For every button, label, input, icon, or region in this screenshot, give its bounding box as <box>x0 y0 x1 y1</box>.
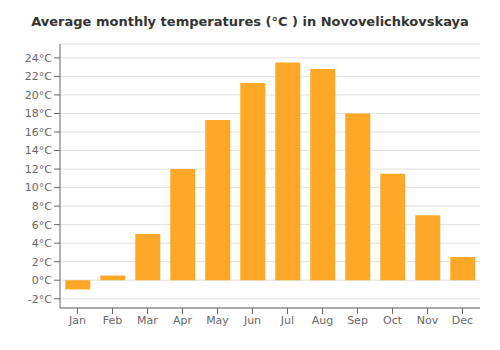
svg-text:Apr: Apr <box>173 314 193 327</box>
svg-text:Jan: Jan <box>68 314 86 327</box>
svg-text:Aug: Aug <box>312 314 333 327</box>
svg-text:Jul: Jul <box>280 314 294 327</box>
svg-text:20°C: 20°C <box>25 89 52 102</box>
svg-text:12°C: 12°C <box>25 163 52 176</box>
svg-text:18°C: 18°C <box>25 107 52 120</box>
svg-text:Nov: Nov <box>417 314 439 327</box>
svg-text:Jun: Jun <box>243 314 261 327</box>
svg-text:14°C: 14°C <box>25 144 52 157</box>
html-text:Average monthly temperatures (: Average monthly temperatures (°C ) in No… <box>31 14 469 29</box>
svg-text:0°C: 0°C <box>32 274 52 287</box>
svg-text:May: May <box>206 314 229 327</box>
svg-text:Dec: Dec <box>452 314 473 327</box>
svg-text:6°C: 6°C <box>32 219 52 232</box>
svg-text:Sep: Sep <box>347 314 368 327</box>
svg-text:-2°C: -2°C <box>28 293 52 306</box>
svg-text:Mar: Mar <box>137 314 158 327</box>
svg-text:22°C: 22°C <box>25 70 52 83</box>
svg-text:Feb: Feb <box>103 314 122 327</box>
svg-text:Oct: Oct <box>383 314 403 327</box>
svg-text:2°C: 2°C <box>32 256 52 269</box>
svg-text:8°C: 8°C <box>32 200 52 213</box>
svg-text:10°C: 10°C <box>25 181 52 194</box>
svg-text:4°C: 4°C <box>32 237 52 250</box>
svg-text:24°C: 24°C <box>25 52 52 65</box>
svg-text:16°C: 16°C <box>25 126 52 139</box>
